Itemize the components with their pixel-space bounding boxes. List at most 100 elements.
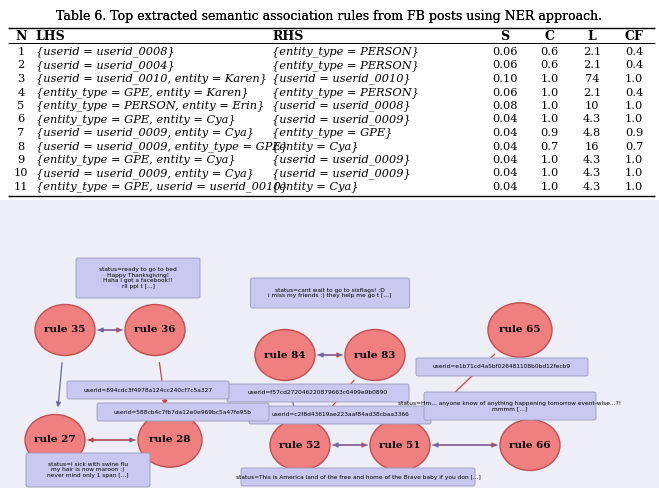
- Text: userid=f57cd272046220879663c6499e9b0890: userid=f57cd272046220879663c6499e9b0890: [248, 390, 388, 395]
- Text: {entity = Cya}: {entity = Cya}: [272, 182, 358, 192]
- Text: rule 52: rule 52: [279, 441, 321, 449]
- Text: 5: 5: [17, 101, 24, 111]
- Text: {userid = userid_0009}: {userid = userid_0009}: [272, 155, 411, 165]
- Text: 10: 10: [585, 101, 599, 111]
- Text: {entity_type = GPE, entity = Karen}: {entity_type = GPE, entity = Karen}: [36, 87, 248, 98]
- Text: 0.6: 0.6: [541, 47, 559, 57]
- Text: 4.3: 4.3: [583, 155, 601, 165]
- Text: 0.10: 0.10: [492, 74, 517, 84]
- Text: {entity_type = PERSON, entity = Erin}: {entity_type = PERSON, entity = Erin}: [36, 101, 264, 111]
- Text: 0.4: 0.4: [625, 61, 643, 70]
- Text: 11: 11: [14, 182, 28, 192]
- Text: userid=894cdc3f4978a124cc240cf7c5a327: userid=894cdc3f4978a124cc240cf7c5a327: [84, 387, 213, 392]
- Bar: [0, 200, 659, 488]
- Text: rule 36: rule 36: [134, 325, 176, 334]
- Ellipse shape: [488, 303, 552, 357]
- FancyBboxPatch shape: [241, 468, 475, 486]
- Text: 4.3: 4.3: [583, 168, 601, 179]
- Ellipse shape: [35, 305, 95, 355]
- Text: 1.0: 1.0: [541, 168, 559, 179]
- Text: 4.8: 4.8: [583, 128, 601, 138]
- Text: {userid = userid_0009, entity = Cya}: {userid = userid_0009, entity = Cya}: [36, 127, 254, 139]
- FancyBboxPatch shape: [249, 406, 431, 424]
- FancyBboxPatch shape: [97, 403, 269, 421]
- Text: rule 83: rule 83: [355, 350, 395, 360]
- Text: 0.04: 0.04: [492, 155, 517, 165]
- Text: 3: 3: [17, 74, 24, 84]
- Text: {entity_type = PERSON}: {entity_type = PERSON}: [272, 47, 419, 58]
- Text: 0.7: 0.7: [625, 142, 643, 151]
- Ellipse shape: [25, 414, 85, 466]
- Text: 10: 10: [14, 168, 28, 179]
- Ellipse shape: [138, 413, 202, 467]
- Text: {userid = userid_0009, entity_type = GPE}: {userid = userid_0009, entity_type = GPE…: [36, 141, 288, 152]
- Text: 1.0: 1.0: [625, 155, 643, 165]
- Text: 0.06: 0.06: [492, 87, 517, 98]
- Ellipse shape: [370, 420, 430, 470]
- Text: 0.04: 0.04: [492, 115, 517, 124]
- FancyBboxPatch shape: [227, 384, 409, 402]
- Text: {entity_type = GPE}: {entity_type = GPE}: [272, 127, 392, 139]
- Text: {userid = userid_0010, entity = Karen}: {userid = userid_0010, entity = Karen}: [36, 74, 267, 84]
- FancyBboxPatch shape: [424, 392, 596, 420]
- Text: 1.0: 1.0: [625, 115, 643, 124]
- Ellipse shape: [125, 305, 185, 355]
- Text: RHS: RHS: [272, 30, 303, 43]
- Text: 0.7: 0.7: [541, 142, 559, 151]
- Text: 0.6: 0.6: [541, 61, 559, 70]
- Text: status=ready to go to bed
Happy Thanksgiving!
Haha I got a facebook!!
rll ppl t : status=ready to go to bed Happy Thanksgi…: [99, 267, 177, 289]
- Ellipse shape: [500, 420, 560, 470]
- Text: L: L: [588, 30, 596, 43]
- FancyBboxPatch shape: [250, 278, 409, 308]
- Text: {userid = userid_0009, entity = Cya}: {userid = userid_0009, entity = Cya}: [36, 168, 254, 179]
- Text: 74: 74: [585, 74, 599, 84]
- Text: userid=c2f8d43619ae223aaf84ad38cbaa3366: userid=c2f8d43619ae223aaf84ad38cbaa3366: [271, 412, 409, 418]
- Text: status=cant wait to go to sixflags! :D
i miss my friends :) they help me go t [.: status=cant wait to go to sixflags! :D i…: [268, 287, 391, 298]
- Text: {entity_type = GPE, userid = userid_0010}: {entity_type = GPE, userid = userid_0010…: [36, 182, 288, 192]
- Text: 0.4: 0.4: [625, 47, 643, 57]
- Text: status=i sick with swine flu
my hair is now maroon :)
never mind only 1 span [..: status=i sick with swine flu my hair is …: [47, 462, 129, 478]
- Text: {userid = userid_0009}: {userid = userid_0009}: [272, 168, 411, 179]
- Text: 16: 16: [585, 142, 599, 151]
- Text: status=This is America land of the free and home of the Brave baby if you don [.: status=This is America land of the free …: [235, 474, 480, 480]
- Text: LHS: LHS: [36, 30, 66, 43]
- Ellipse shape: [270, 420, 330, 470]
- Text: CF: CF: [625, 30, 643, 43]
- Text: 1.0: 1.0: [541, 87, 559, 98]
- Text: 6: 6: [17, 115, 24, 124]
- Text: userid=588cb4c7fb7da12e0e969bc5a47fe95b: userid=588cb4c7fb7da12e0e969bc5a47fe95b: [114, 409, 252, 414]
- Text: {entity_type = GPE, entity = Cya}: {entity_type = GPE, entity = Cya}: [36, 155, 235, 165]
- Text: 1.0: 1.0: [625, 182, 643, 192]
- Text: 2.1: 2.1: [583, 47, 601, 57]
- Text: 0.08: 0.08: [492, 101, 517, 111]
- Text: 0.04: 0.04: [492, 168, 517, 179]
- Text: userid=e1b71cd4a5bf026481108b0bd12fecb9: userid=e1b71cd4a5bf026481108b0bd12fecb9: [433, 365, 571, 369]
- Text: {entity_type = PERSON}: {entity_type = PERSON}: [272, 60, 419, 71]
- Text: rule 66: rule 66: [509, 441, 551, 449]
- Text: 1.0: 1.0: [541, 115, 559, 124]
- Text: 1.0: 1.0: [625, 74, 643, 84]
- Ellipse shape: [255, 329, 315, 381]
- Text: {userid = userid_0004}: {userid = userid_0004}: [36, 60, 175, 71]
- Text: status=Hm... anyone know of anything happening tomorrow event-wise...?!
mmmm [..: status=Hm... anyone know of anything hap…: [399, 401, 621, 411]
- Text: rule 28: rule 28: [149, 435, 190, 445]
- Text: C: C: [545, 30, 555, 43]
- Text: 0.04: 0.04: [492, 182, 517, 192]
- Text: 1.0: 1.0: [541, 74, 559, 84]
- Text: 1.0: 1.0: [541, 155, 559, 165]
- Text: rule 51: rule 51: [379, 441, 420, 449]
- Text: 4.3: 4.3: [583, 182, 601, 192]
- Text: {entity = Cya}: {entity = Cya}: [272, 141, 358, 152]
- Text: rule 65: rule 65: [500, 325, 541, 334]
- Text: 8: 8: [17, 142, 24, 151]
- Ellipse shape: [345, 329, 405, 381]
- Text: S: S: [500, 30, 509, 43]
- Text: 0.06: 0.06: [492, 47, 517, 57]
- Text: {entity_type = GPE, entity = Cya}: {entity_type = GPE, entity = Cya}: [36, 114, 235, 125]
- Text: 7: 7: [17, 128, 24, 138]
- Text: rule 84: rule 84: [264, 350, 306, 360]
- Text: 2.1: 2.1: [583, 61, 601, 70]
- Text: N: N: [15, 30, 26, 43]
- Text: 9: 9: [17, 155, 24, 165]
- Text: 2.1: 2.1: [583, 87, 601, 98]
